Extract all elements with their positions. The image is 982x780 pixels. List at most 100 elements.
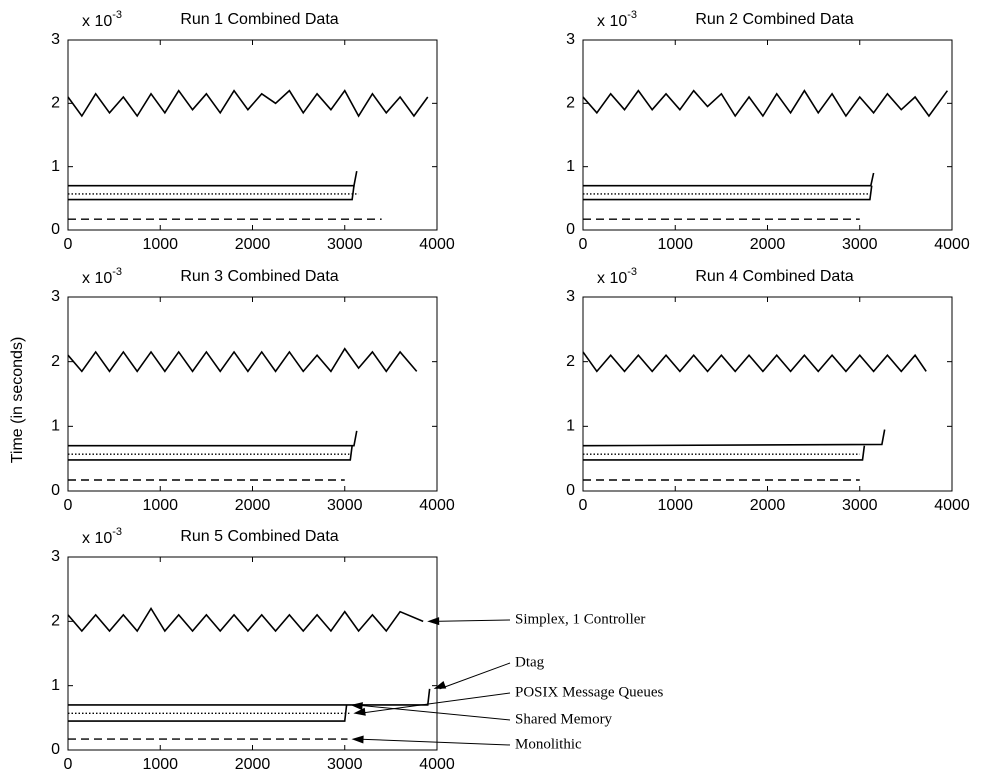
x-tick-label: 0 (64, 497, 73, 514)
series-line (583, 172, 875, 187)
annotation-arrow (359, 692, 511, 714)
annotation-arrow (357, 738, 511, 746)
x-tick-label: 4000 (419, 497, 455, 514)
y-multiplier-base: x 10 (597, 13, 627, 30)
y-tick-label: 3 (566, 288, 575, 305)
chart-title: Run 5 Combined Data (180, 528, 338, 545)
x-tick-label: 3000 (327, 497, 363, 514)
plot-frame (67, 39, 438, 231)
chart-title: Run 3 Combined Data (180, 268, 338, 285)
y-multiplier-base: x 10 (597, 270, 627, 287)
plot-frame (67, 296, 438, 492)
plot-frame (582, 296, 953, 492)
x-tick-label: 4000 (419, 756, 455, 773)
series-line (582, 351, 927, 373)
y-tick-label: 3 (51, 31, 60, 48)
series-line (68, 445, 353, 461)
x-tick-label: 4000 (934, 497, 970, 514)
x-tick-label: 2000 (235, 236, 271, 253)
series-line (582, 429, 886, 447)
series-line (68, 704, 348, 722)
chart-title: Run 4 Combined Data (695, 268, 853, 285)
x-tick-label: 2000 (750, 236, 786, 253)
x-tick-label: 3000 (842, 236, 878, 253)
series-line (68, 185, 355, 201)
y-tick-label: 1 (566, 158, 575, 175)
y-tick-label: 0 (51, 741, 60, 758)
x-tick-label: 3000 (327, 236, 363, 253)
arrow-head (433, 680, 447, 689)
annotation-label: Simplex, 1 Controller (515, 611, 645, 627)
y-tick-label: 0 (51, 482, 60, 499)
y-tick-label: 0 (566, 482, 575, 499)
y-multiplier: x 10-3 (597, 9, 637, 30)
chart-title: Run 1 Combined Data (180, 11, 338, 28)
y-multiplier-exp: -3 (112, 266, 122, 278)
y-multiplier-exp: -3 (627, 266, 637, 278)
x-tick-label: 1000 (142, 236, 178, 253)
x-tick-label: 3000 (842, 497, 878, 514)
y-multiplier: x 10-3 (597, 266, 637, 287)
series-line (68, 170, 358, 187)
x-tick-label: 4000 (934, 236, 970, 253)
arrow-head (350, 702, 363, 711)
series-line (67, 347, 418, 373)
series-line (67, 89, 429, 118)
annotation-arrow (356, 704, 511, 721)
y-multiplier: x 10-3 (82, 526, 122, 547)
y-multiplier-exp: -3 (112, 9, 122, 21)
x-tick-label: 0 (579, 236, 588, 253)
arrow-head (353, 707, 366, 716)
y-tick-label: 3 (566, 31, 575, 48)
y-tick-label: 2 (51, 613, 60, 630)
y-tick-label: 2 (51, 95, 60, 112)
y-tick-label: 1 (566, 418, 575, 435)
x-tick-label: 2000 (750, 497, 786, 514)
chart-title: Run 2 Combined Data (695, 11, 853, 28)
series-line (67, 606, 424, 633)
x-tick-label: 1000 (657, 497, 693, 514)
y-multiplier-base: x 10 (82, 270, 112, 287)
x-tick-label: 3000 (327, 756, 363, 773)
series-line (68, 688, 431, 706)
y-tick-label: 1 (51, 677, 60, 694)
x-tick-label: 0 (64, 756, 73, 773)
annotation-label: POSIX Message Queues (515, 684, 663, 700)
arrow-head (427, 617, 440, 626)
x-tick-label: 1000 (142, 756, 178, 773)
y-multiplier-base: x 10 (82, 13, 112, 30)
series-line (583, 445, 866, 461)
y-tick-label: 3 (51, 548, 60, 565)
annotation-label: Monolithic (515, 736, 582, 752)
y-tick-label: 1 (51, 418, 60, 435)
y-tick-label: 2 (566, 353, 575, 370)
plot-frame (582, 39, 953, 231)
y-tick-label: 2 (51, 353, 60, 370)
x-tick-label: 1000 (657, 236, 693, 253)
x-tick-label: 2000 (235, 756, 271, 773)
annotation-arrow (439, 662, 511, 690)
x-tick-label: 4000 (419, 236, 455, 253)
series-line (582, 89, 949, 118)
x-tick-label: 2000 (235, 497, 271, 514)
x-tick-label: 1000 (142, 497, 178, 514)
y-tick-label: 3 (51, 288, 60, 305)
y-tick-label: 2 (566, 95, 575, 112)
x-tick-label: 0 (64, 236, 73, 253)
series-line (68, 430, 358, 447)
arrow-head (351, 735, 364, 744)
y-multiplier-base: x 10 (82, 530, 112, 547)
y-multiplier-exp: -3 (627, 9, 637, 21)
y-multiplier-exp: -3 (112, 526, 122, 538)
annotation-label: Shared Memory (515, 711, 613, 727)
annotation-arrow (433, 619, 511, 622)
y-multiplier: x 10-3 (82, 9, 122, 30)
annotation-label: Dtag (515, 654, 545, 670)
y-axis-label: Time (in seconds) (9, 337, 26, 464)
y-tick-label: 0 (51, 221, 60, 238)
x-tick-label: 0 (579, 497, 588, 514)
y-tick-label: 1 (51, 158, 60, 175)
y-multiplier: x 10-3 (82, 266, 122, 287)
series-line (583, 185, 873, 201)
